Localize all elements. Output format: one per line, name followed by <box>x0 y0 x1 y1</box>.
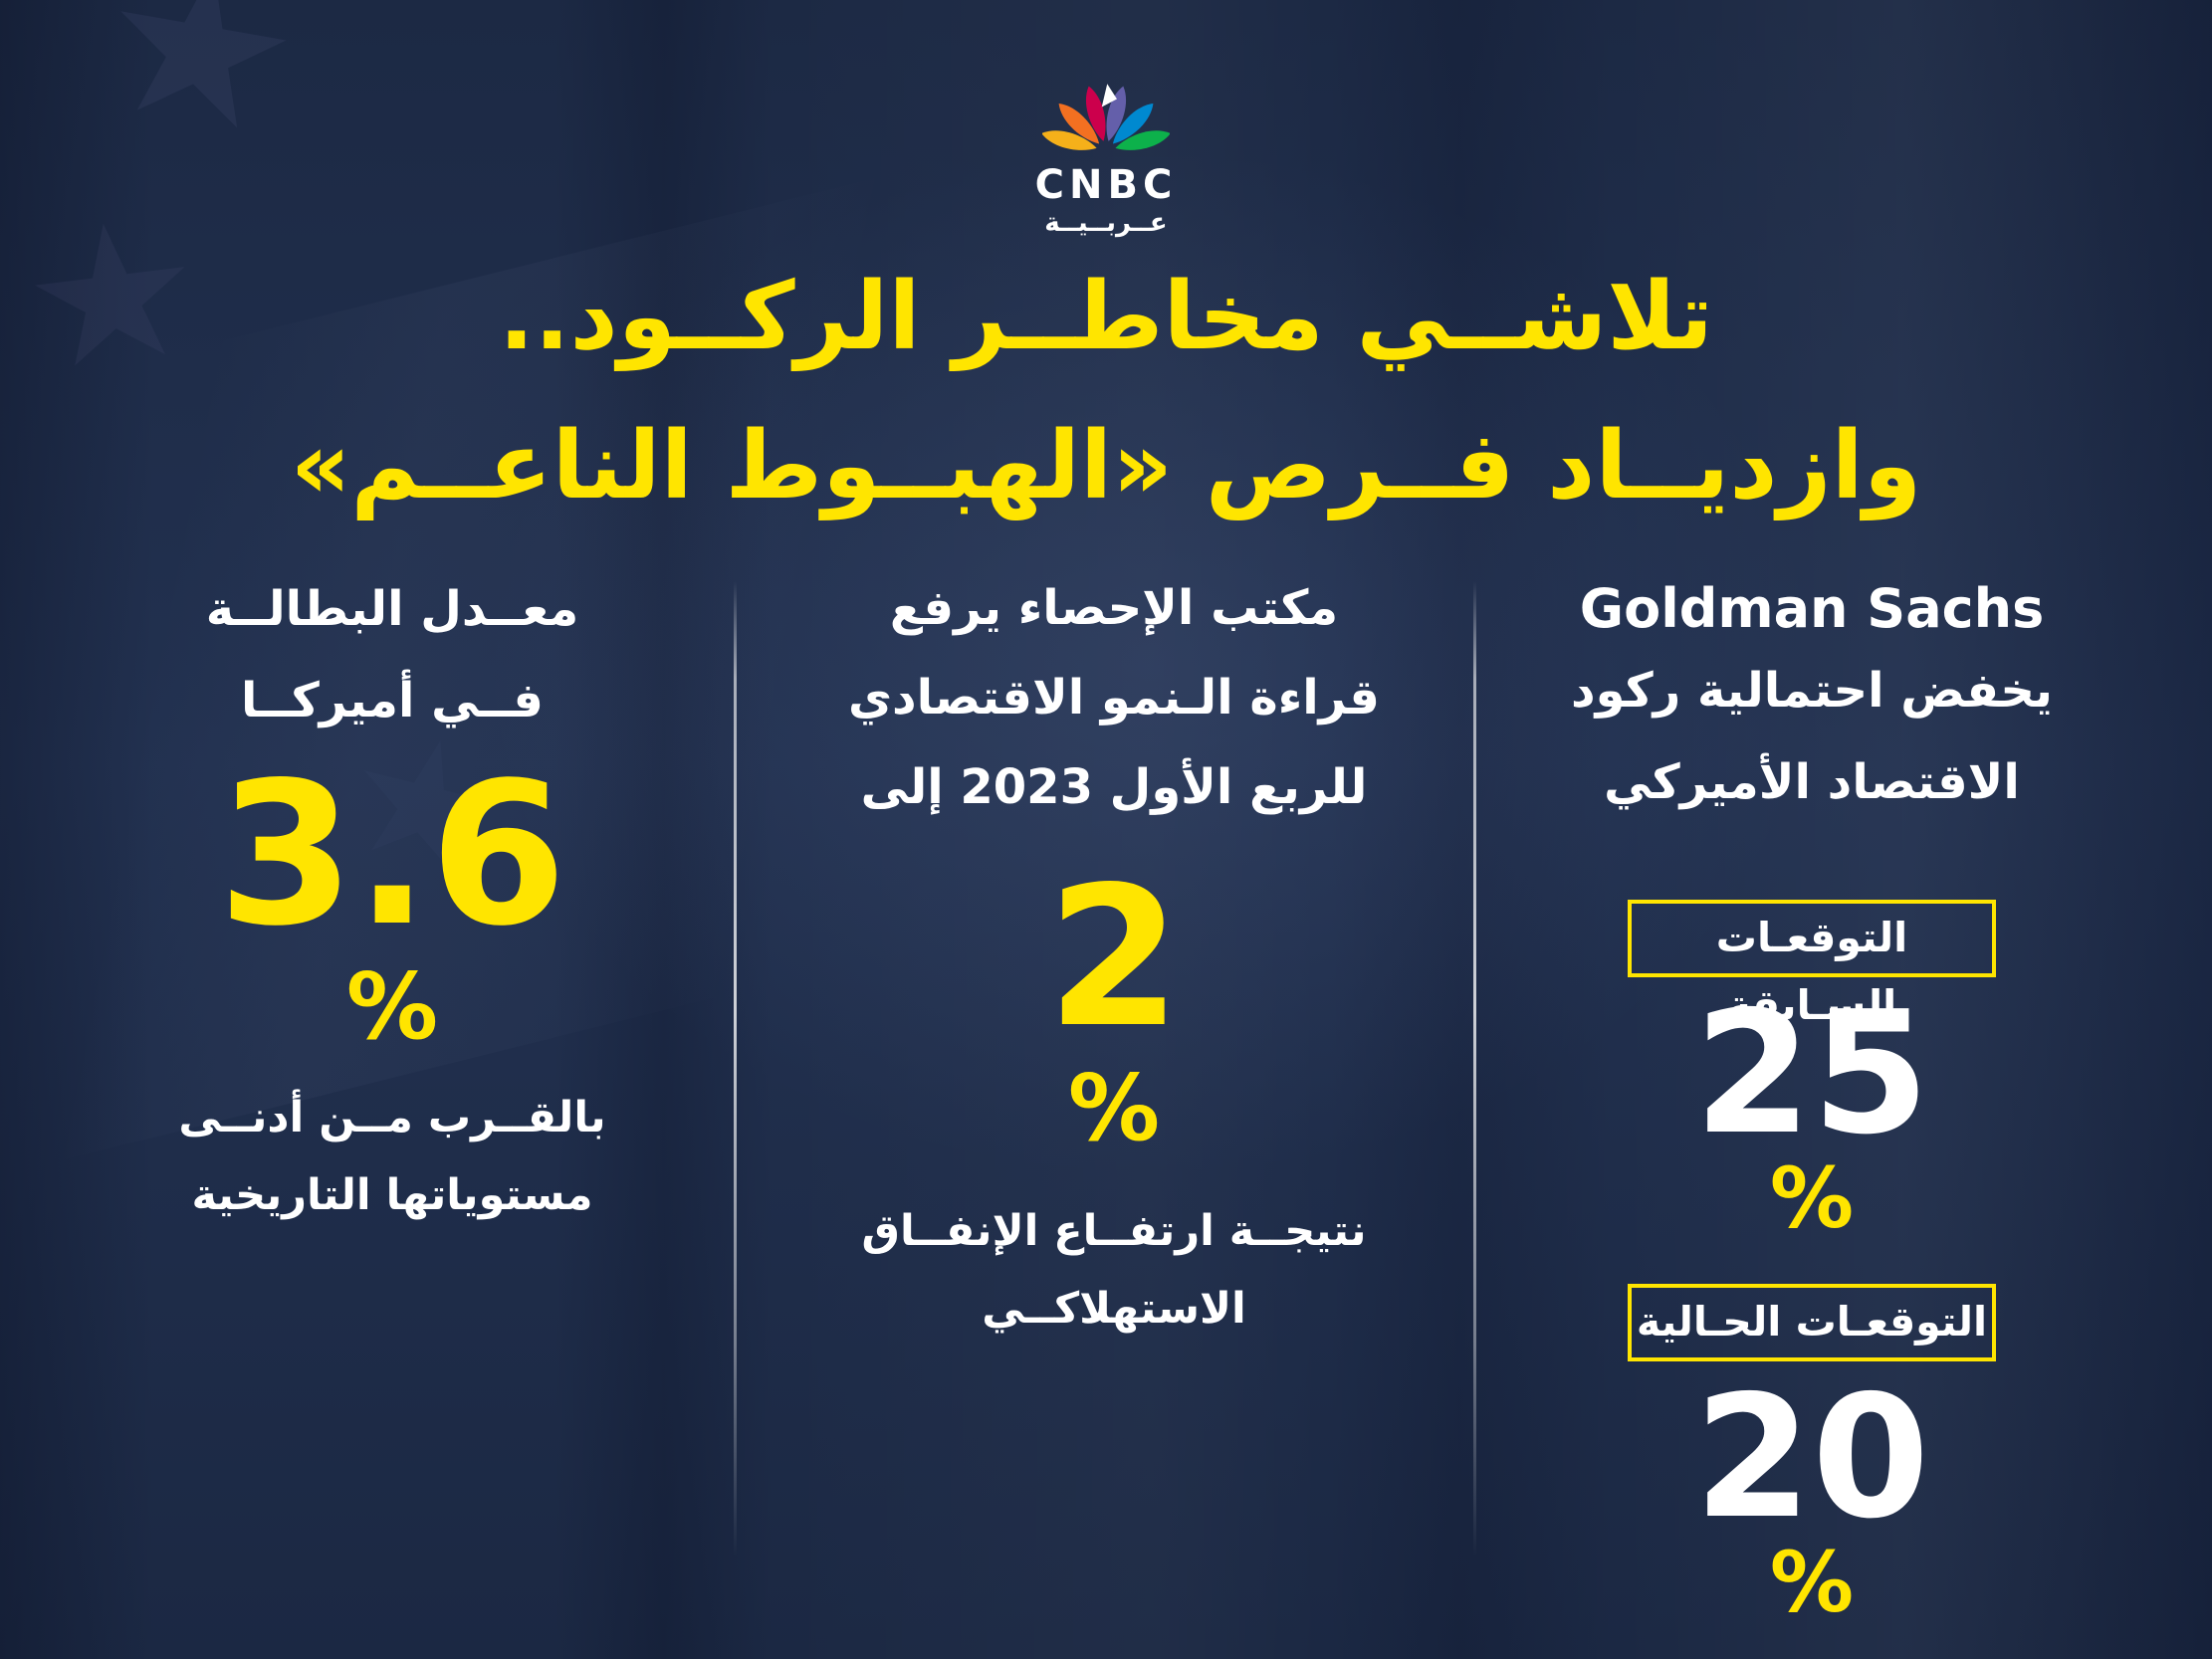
gdp-note: نتيجــة ارتفــاع الإنفــاق الاستهلاكــي <box>790 1192 1438 1348</box>
cnbc-arabia-logo: CNBC عــربــيــة <box>0 72 2212 239</box>
unemployment-value: 3.6 <box>217 739 567 969</box>
unemployment-heading-line1: معــدل البطالــة <box>205 581 579 637</box>
gdp-value: 2 <box>1046 845 1182 1070</box>
gdp-heading-line3: للربع الأول 2023 إلى <box>860 759 1368 815</box>
cnbc-arabic-wordmark: عــربــيــة <box>1044 208 1168 238</box>
unemployment-section: معــدل البطالــة فــي أميركــا 3.6 % بال… <box>88 563 697 1234</box>
main-title: تلاشــي مخاطــر الركــود.. وازديــاد فــ… <box>0 243 2212 541</box>
unemployment-note-line2: مستوياتها التاريخية <box>191 1170 593 1220</box>
cnbc-wordmark: CNBC <box>1034 162 1178 208</box>
gdp-percent-sign: % <box>1067 1055 1161 1161</box>
goldman-section: Goldman Sachs يخفض احتمالية ركود الاقتصا… <box>1503 573 2120 1626</box>
goldman-sachs-name: Goldman Sachs <box>1579 577 2045 640</box>
peacock-petal-red <box>1085 86 1106 141</box>
peacock-petal-green <box>1115 130 1171 150</box>
main-title-line2: وازديــاد فــرص «الهبــوط الناعــم» <box>290 412 1922 520</box>
previous-forecast-label-box: التوقعـات السـابقة <box>1628 900 1996 1029</box>
unemployment-percent-sign: % <box>345 953 439 1060</box>
current-forecast-label-box: التوقعـات الحـالية <box>1628 1284 1996 1361</box>
goldman-heading-line1: يخفض احتمالية ركود <box>1571 663 2053 719</box>
cnbc-peacock-icon <box>1041 84 1171 150</box>
column-divider <box>1473 581 1476 1556</box>
peacock-petal-purple <box>1106 86 1127 141</box>
column-divider <box>734 581 737 1556</box>
gdp-note-line1: نتيجــة ارتفــاع الإنفــاق <box>861 1206 1367 1256</box>
peacock-petal-orange <box>1058 103 1100 144</box>
unemployment-note-line1: بالقــرب مــن أدنــى <box>178 1093 606 1142</box>
peacock-petal-blue <box>1112 103 1154 144</box>
current-forecast-value: 20 <box>1693 1359 1930 1556</box>
gdp-heading-line1: مكتب الإحصاء يرفع <box>889 580 1339 636</box>
peacock-petal-yellow <box>1041 130 1097 150</box>
unemployment-note: بالقــرب مــن أدنــى مستوياتها التاريخية <box>88 1079 697 1234</box>
previous-forecast-percent-sign: % <box>1769 1149 1855 1247</box>
unemployment-heading-line2: فــي أميركــا <box>241 673 544 728</box>
peacock-beak <box>1101 84 1117 107</box>
gdp-note-line2: الاستهلاكــي <box>982 1284 1246 1334</box>
gdp-section: مكتب الإحصاء يرفع قراءة الـنمو الاقتصادي… <box>790 563 1438 1348</box>
gdp-heading-line2: قراءة الـنمو الاقتصادي <box>848 670 1380 726</box>
main-title-line1: تلاشــي مخاطــر الركــود.. <box>499 263 1713 371</box>
previous-forecast-value: 25 <box>1693 975 1930 1172</box>
goldman-heading-line2: الاقتصاد الأميركي <box>1604 754 2020 810</box>
current-forecast-percent-sign: % <box>1769 1534 1855 1631</box>
